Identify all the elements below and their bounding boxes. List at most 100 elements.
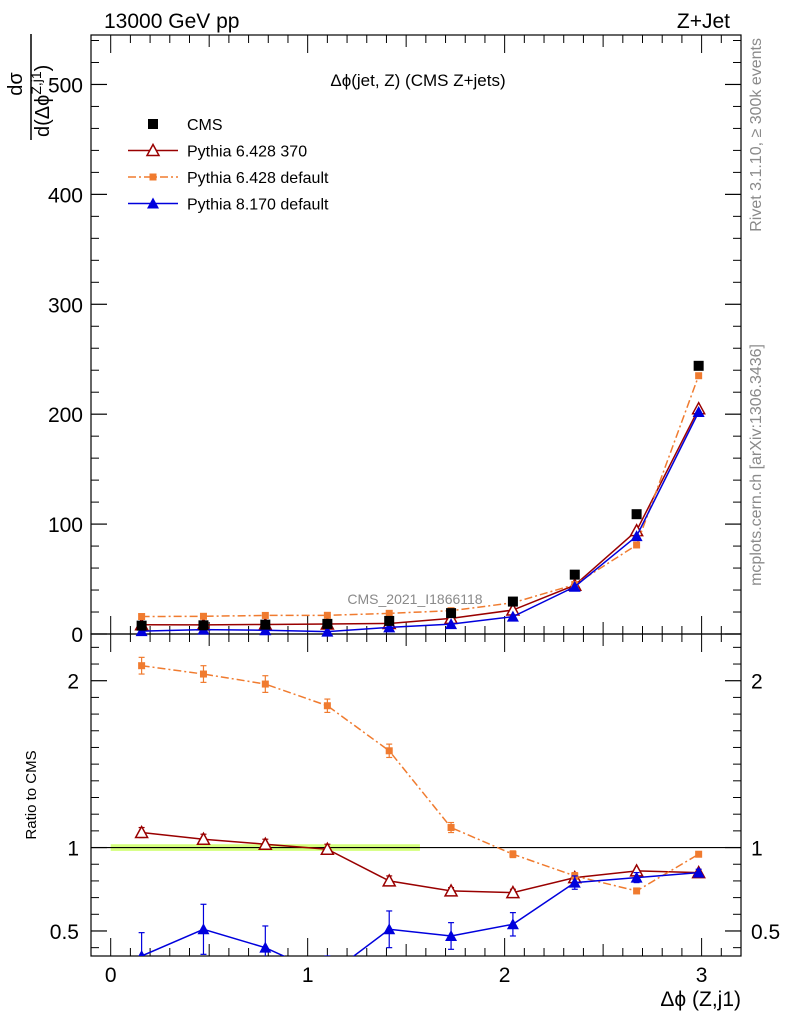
top-point-cms — [384, 615, 395, 626]
legend-label-pythia-6-428-default: Pythia 6.428 default — [187, 170, 329, 187]
ratio-point-pythia-8-170-default — [138, 950, 145, 956]
top-point-pythia-8-170-default — [692, 405, 705, 417]
ratio-point-pythia-8-170-default — [383, 923, 396, 935]
chart-title: Δϕ(jet, Z) (CMS Z+jets) — [330, 71, 505, 90]
top-y-tick-label: 300 — [48, 294, 83, 317]
top-point-cms — [631, 509, 642, 520]
ratio-point-pythia-6-428-default — [261, 680, 269, 688]
ratio-point-pythia-6-428-default — [323, 702, 331, 710]
top-point-cms — [507, 596, 518, 607]
top-point-pythia-6-428-default — [633, 541, 641, 549]
top-plot-area — [134, 360, 706, 637]
top-point-pythia-6-428-default — [261, 611, 269, 619]
ratio-point-pythia-8-170-default — [445, 929, 458, 941]
ratio-point-pythia-6-428-default — [385, 747, 393, 755]
ratio-point-pythia-6-428-370 — [258, 836, 273, 850]
header-left: 13000 GeV pp — [104, 10, 239, 33]
ratio-point-pythia-8-170-default — [259, 941, 272, 953]
bottom-y-tick-label-right: 0.5 — [751, 921, 780, 944]
top-point-pythia-8-170-default — [630, 530, 643, 542]
ratio-point-pythia-6-428-370 — [443, 883, 459, 897]
top-series-line-pythia-6-428-370 — [141, 408, 700, 626]
bottom-plot-area — [134, 656, 706, 981]
ratio-ylabel: Ratio to CMS — [23, 750, 40, 839]
legend: CMS Pythia 6.428 370 Pythia 6.428 default P… — [128, 117, 329, 214]
top-point-pythia-8-170-default — [445, 618, 458, 630]
legend-label-cms: CMS — [187, 117, 223, 134]
top-point-pythia-8-170-default — [568, 580, 581, 592]
ratio-point-pythia-8-170-default — [630, 871, 643, 883]
top-point-cms — [260, 619, 271, 630]
bottom-y-tick-label-right: 1 — [751, 838, 763, 861]
ratio-point-pythia-8-170-default — [692, 866, 705, 878]
top-point-cms — [136, 620, 147, 631]
top-point-cms — [569, 569, 580, 580]
ratio-series-pythia-6-428-default — [138, 656, 703, 895]
bottom-y-tick-label-right: 2 — [751, 671, 763, 694]
top-point-pythia-6-428-default — [695, 372, 703, 380]
ratio-point-pythia-6-428-370 — [381, 873, 397, 887]
legend-marker-cms — [148, 119, 158, 129]
legend-label-pythia-6-428-370: Pythia 6.428 370 — [187, 144, 307, 161]
ratio-point-pythia-6-428-370 — [505, 885, 521, 899]
ratio-point-pythia-6-428-default — [633, 887, 641, 895]
bottom-y-tick-label-left: 1 — [67, 838, 79, 861]
ratio-line-pythia-6-428-370 — [141, 831, 699, 894]
rivet-label: Rivet 3.1.10, ≥ 300k events — [748, 38, 765, 232]
ratio-point-pythia-8-170-default — [321, 970, 333, 981]
legend-label-pythia-8-170-default: Pythia 8.170 default — [187, 197, 329, 214]
ratio-line-pythia-8-170-default — [141, 871, 699, 956]
bottom-panel-frame — [90, 633, 742, 957]
ratio-point-pythia-6-428-default — [509, 850, 517, 858]
ratio-point-pythia-6-428-default — [199, 670, 207, 678]
top-point-pythia-6-428-default — [138, 613, 146, 621]
ratio-point-pythia-8-170-default — [506, 918, 519, 930]
ratio-point-pythia-6-428-default — [138, 662, 146, 670]
top-point-pythia-6-428-default — [199, 612, 207, 620]
ratio-point-pythia-6-428-370 — [134, 824, 149, 839]
x-tick-label: 1 — [302, 964, 314, 987]
top-point-pythia-8-170-default — [506, 610, 519, 622]
x-tick-label: 0 — [105, 964, 117, 987]
watermark: CMS_2021_I1866118 — [347, 591, 482, 607]
top-series-line-pythia-8-170-default — [141, 411, 700, 633]
bottom-axes: 0.5 0.5 1 1 2 2 0 1 2 3 — [50, 634, 780, 987]
top-point-pythia-8-170-default — [259, 624, 272, 636]
top-point-cms — [198, 620, 209, 631]
ratio-xlabel: Δϕ (Z,j1) — [660, 988, 741, 1011]
x-tick-label: 2 — [499, 964, 511, 987]
top-series-line-pythia-6-428-default — [141, 375, 700, 618]
top-point-cms — [322, 618, 333, 629]
ratio-band — [91, 844, 741, 851]
top-y-tick-label: 0 — [71, 624, 83, 647]
legend-marker-pythia-6-428-default — [149, 173, 157, 181]
ratio-series-pythia-8-170-default — [138, 866, 705, 981]
top-point-pythia-6-428-default — [385, 609, 393, 617]
top-ylabel-num: dσ — [5, 72, 27, 96]
top-ylabel: dσ d(ΔϕZ,j1) — [5, 34, 54, 140]
legend-marker-pythia-8-170-default — [147, 197, 159, 209]
x-tick-label: 3 — [696, 964, 708, 987]
ratio-point-pythia-6-428-default — [695, 850, 703, 858]
ratio-point-pythia-6-428-370 — [196, 831, 211, 845]
top-ylabel-den: d(ΔϕZ,j1) — [28, 65, 54, 137]
source-label: mcplots.cern.ch [arXiv:1306.3436] — [748, 344, 765, 586]
top-point-pythia-6-428-default — [323, 611, 331, 619]
top-y-tick-label: 200 — [48, 404, 83, 427]
top-point-pythia-8-170-default — [383, 621, 396, 633]
ratio-point-pythia-8-170-default — [568, 876, 581, 888]
bottom-y-tick-label-left: 0.5 — [50, 921, 79, 944]
bottom-y-tick-label-left: 2 — [67, 671, 79, 694]
ratio-point-pythia-6-428-default — [447, 824, 455, 832]
top-y-tick-label: 400 — [48, 184, 83, 207]
legend-marker-pythia-6-428-370 — [145, 142, 161, 157]
ratio-point-pythia-8-170-default — [197, 923, 210, 935]
top-y-tick-label: 500 — [48, 74, 83, 97]
top-point-cms — [446, 608, 457, 619]
top-point-cms — [693, 360, 704, 371]
top-point-pythia-8-170-default — [321, 625, 334, 637]
top-y-tick-label: 100 — [48, 514, 83, 537]
ratio-line-pythia-6-428-default — [141, 664, 700, 892]
